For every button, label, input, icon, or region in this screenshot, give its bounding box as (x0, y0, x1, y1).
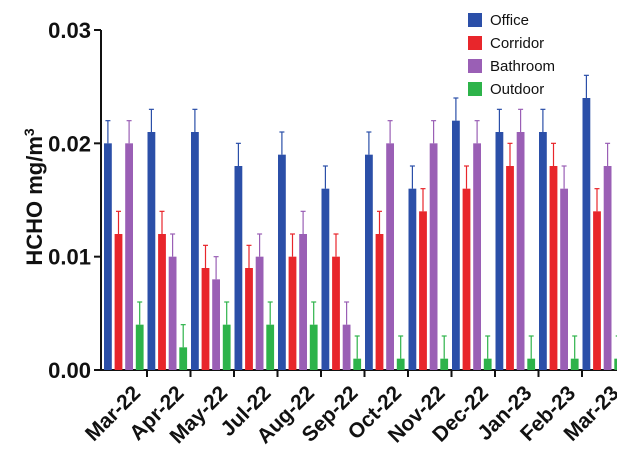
bar-corridor (375, 234, 384, 370)
bar-corridor (245, 268, 253, 370)
bar-office (278, 154, 286, 370)
bar-office (191, 132, 199, 370)
bar-corridor (158, 234, 166, 370)
bar-bathroom (255, 256, 264, 370)
bar-corridor (332, 256, 340, 370)
bar-bathroom (560, 188, 568, 370)
bar-office (104, 143, 112, 370)
bar-bathroom (125, 143, 133, 370)
bar-outdoor (396, 358, 405, 370)
bar-corridor (288, 256, 297, 370)
y-axis-title: HCHO mg/m3 (21, 128, 47, 266)
bar-bathroom (212, 279, 220, 370)
legend-swatch-office (468, 13, 482, 27)
bar-outdoor (135, 324, 144, 370)
bar-corridor (462, 188, 471, 370)
bar-outdoor (266, 324, 275, 370)
legend: Office Corridor Bathroom Outdoor (468, 12, 555, 98)
bar-bathroom (516, 132, 525, 370)
bar-corridor (593, 211, 601, 370)
bar-bathroom (168, 256, 177, 370)
legend-label-bathroom: Bathroom (490, 58, 555, 75)
y-tick-label: 0.02 (48, 131, 91, 156)
bar-outdoor (614, 358, 617, 370)
legend-swatch-outdoor (468, 82, 482, 96)
bar-office (321, 188, 330, 370)
bar-office (234, 166, 243, 370)
bar-bathroom (299, 234, 307, 370)
y-tick-label: 0.01 (48, 245, 91, 270)
bar-outdoor (222, 324, 231, 370)
bar-outdoor (353, 358, 362, 370)
legend-label-corridor: Corridor (490, 35, 544, 52)
svg-text:HCHO mg/m3: HCHO mg/m3 (21, 128, 47, 266)
bar-outdoor (570, 358, 579, 370)
bar-office (539, 132, 547, 370)
bar-bathroom (386, 143, 394, 370)
bar-office (365, 154, 373, 370)
bar-outdoor (527, 358, 536, 370)
bar-bathroom (342, 324, 351, 370)
legend-swatch-corridor (468, 36, 482, 50)
bar-corridor (419, 211, 427, 370)
y-axis-title-superscript: 3 (21, 128, 37, 136)
bar-outdoor (309, 324, 318, 370)
bar-outdoor (483, 358, 492, 370)
legend-label-outdoor: Outdoor (490, 81, 544, 98)
y-axis-title-main: HCHO mg/m (22, 136, 47, 266)
bar-office (452, 120, 460, 371)
y-tick-label: 0.03 (48, 18, 91, 43)
bar-outdoor (440, 358, 449, 370)
bar-office (408, 188, 417, 370)
legend-label-office: Office (490, 12, 529, 29)
bar-bathroom (473, 143, 481, 370)
bar-office (147, 132, 156, 370)
bar-bathroom (603, 166, 612, 370)
bar-office (582, 98, 591, 370)
legend-swatch-bathroom (468, 59, 482, 73)
y-tick-label: 0.00 (48, 358, 91, 383)
bar-office (495, 132, 504, 370)
bar-corridor (506, 166, 514, 370)
bar-corridor (114, 234, 123, 370)
bar-corridor (201, 268, 210, 370)
bar-bathroom (429, 143, 438, 370)
bar-outdoor (179, 347, 188, 370)
bar-corridor (549, 166, 558, 370)
